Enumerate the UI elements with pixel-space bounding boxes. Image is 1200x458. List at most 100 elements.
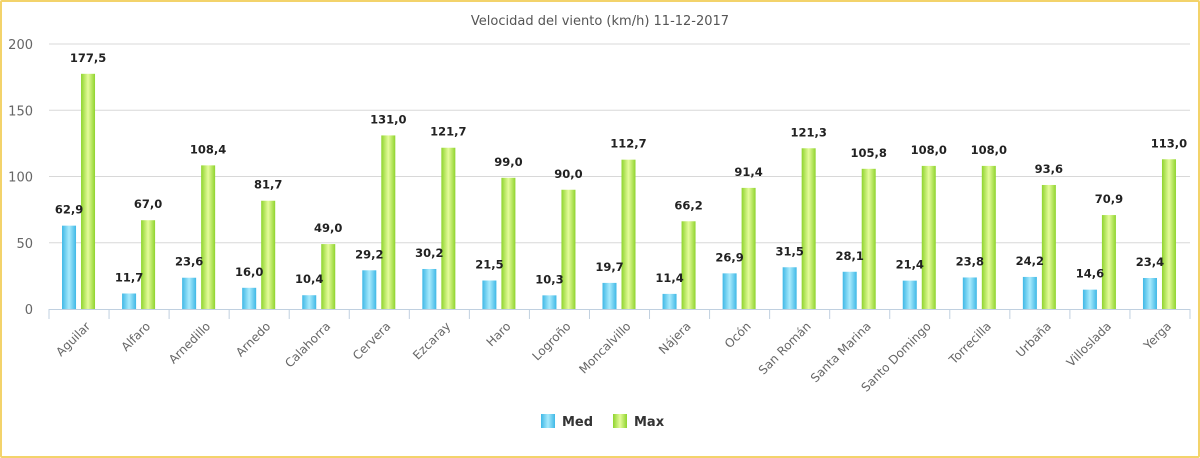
chart-title: Velocidad del viento (km/h) 11-12-2017 — [471, 14, 729, 29]
x-tick-label: Torrecilla — [946, 319, 994, 367]
x-tick-label: Aguilar — [53, 319, 93, 359]
y-tick-label: 200 — [8, 38, 33, 53]
x-tick-label: San Román — [756, 319, 814, 377]
data-label: 10,4 — [295, 272, 323, 286]
bar-med — [302, 295, 317, 309]
bar-max — [1041, 184, 1056, 309]
data-label: 23,4 — [1136, 255, 1164, 269]
legend-label-max: Max — [634, 415, 665, 430]
legend-swatch-med — [541, 414, 555, 428]
x-tick-label: Calahorra — [282, 319, 333, 370]
bar-max — [741, 187, 756, 309]
x-tick-label: Villoslada — [1064, 319, 1114, 369]
bar-med — [62, 225, 77, 309]
bar-med — [122, 293, 137, 309]
data-label: 19,7 — [595, 260, 623, 274]
x-tick-label: Logroño — [529, 319, 573, 363]
data-label: 70,9 — [1095, 192, 1123, 206]
data-label: 21,5 — [475, 258, 503, 272]
data-label: 62,9 — [55, 203, 83, 217]
x-tick-label: Ezcaray — [410, 319, 453, 362]
data-label: 91,4 — [734, 165, 762, 179]
data-label: 121,3 — [790, 125, 826, 139]
data-label: 108,0 — [971, 143, 1007, 157]
x-tick-label: Alfaro — [118, 319, 153, 354]
data-label: 67,0 — [134, 197, 162, 211]
y-tick-label: 50 — [16, 237, 33, 252]
data-label: 21,4 — [896, 258, 924, 272]
bar-max — [981, 165, 996, 309]
bar-med — [542, 295, 557, 309]
data-label: 49,0 — [314, 221, 342, 235]
data-label: 108,0 — [911, 143, 947, 157]
data-label: 99,0 — [494, 155, 522, 169]
y-tick-label: 150 — [8, 104, 33, 119]
data-label: 10,3 — [535, 272, 563, 286]
bar-max — [621, 159, 636, 309]
bar-med — [1022, 276, 1037, 309]
y-tick-label: 0 — [25, 303, 33, 318]
data-label: 14,6 — [1076, 267, 1104, 281]
x-tick-label: Santa Marina — [808, 319, 874, 385]
data-label: 93,6 — [1035, 162, 1063, 176]
bar-med — [602, 282, 617, 309]
data-label: 108,4 — [190, 142, 226, 156]
bar-max — [81, 73, 96, 309]
data-label: 66,2 — [674, 198, 702, 212]
data-label: 112,7 — [610, 137, 646, 151]
x-tick-label: Urbaña — [1013, 319, 1054, 360]
bar-med — [722, 273, 737, 309]
data-label: 26,9 — [715, 250, 743, 264]
bar-max — [801, 148, 816, 309]
data-label: 23,8 — [956, 254, 984, 268]
bar-max — [441, 147, 456, 309]
bar-max — [861, 168, 876, 309]
data-label: 177,5 — [70, 51, 106, 65]
bar-med — [902, 280, 917, 309]
data-label: 81,7 — [254, 178, 282, 192]
data-label: 24,2 — [1016, 254, 1044, 268]
bar-max — [321, 244, 336, 309]
bar-med — [482, 280, 497, 309]
bar-max — [381, 135, 396, 309]
bar-med — [782, 267, 797, 309]
bar-med — [662, 293, 677, 309]
bar-max — [261, 200, 276, 309]
bar-med — [962, 277, 977, 309]
data-label: 11,4 — [655, 271, 683, 285]
bar-med — [1082, 289, 1097, 309]
bar-med — [422, 268, 437, 309]
x-tick-label: Moncalvillo — [576, 319, 633, 376]
bar-med — [842, 271, 857, 309]
data-label: 90,0 — [554, 167, 582, 181]
data-label: 113,0 — [1151, 136, 1187, 150]
bar-max — [501, 177, 516, 309]
data-label: 30,2 — [415, 246, 443, 260]
data-label: 131,0 — [370, 112, 406, 126]
bar-med — [242, 287, 257, 309]
x-tick-label: Haro — [484, 319, 514, 349]
bar-med — [1142, 277, 1157, 309]
bar-max — [561, 189, 576, 309]
data-label: 31,5 — [775, 244, 803, 258]
y-tick-label: 100 — [8, 171, 33, 186]
data-label: 29,2 — [355, 247, 383, 261]
x-tick-label: Ocón — [722, 319, 754, 351]
data-label: 121,7 — [430, 125, 466, 139]
bar-max — [681, 221, 696, 309]
bar-max — [1101, 215, 1116, 309]
x-tick-label: Cervera — [350, 319, 393, 362]
x-tick-label: Yerga — [1140, 319, 1174, 353]
bar-med — [182, 277, 197, 309]
bar-max — [141, 220, 156, 309]
x-tick-label: Arnedillo — [166, 319, 213, 366]
legend-swatch-max — [613, 414, 627, 428]
bar-med — [362, 270, 377, 309]
legend-label-med: Med — [562, 415, 593, 430]
bar-max — [921, 165, 936, 309]
x-tick-label: Nájera — [656, 319, 694, 357]
bar-max — [201, 165, 216, 309]
data-label: 16,0 — [235, 265, 263, 279]
